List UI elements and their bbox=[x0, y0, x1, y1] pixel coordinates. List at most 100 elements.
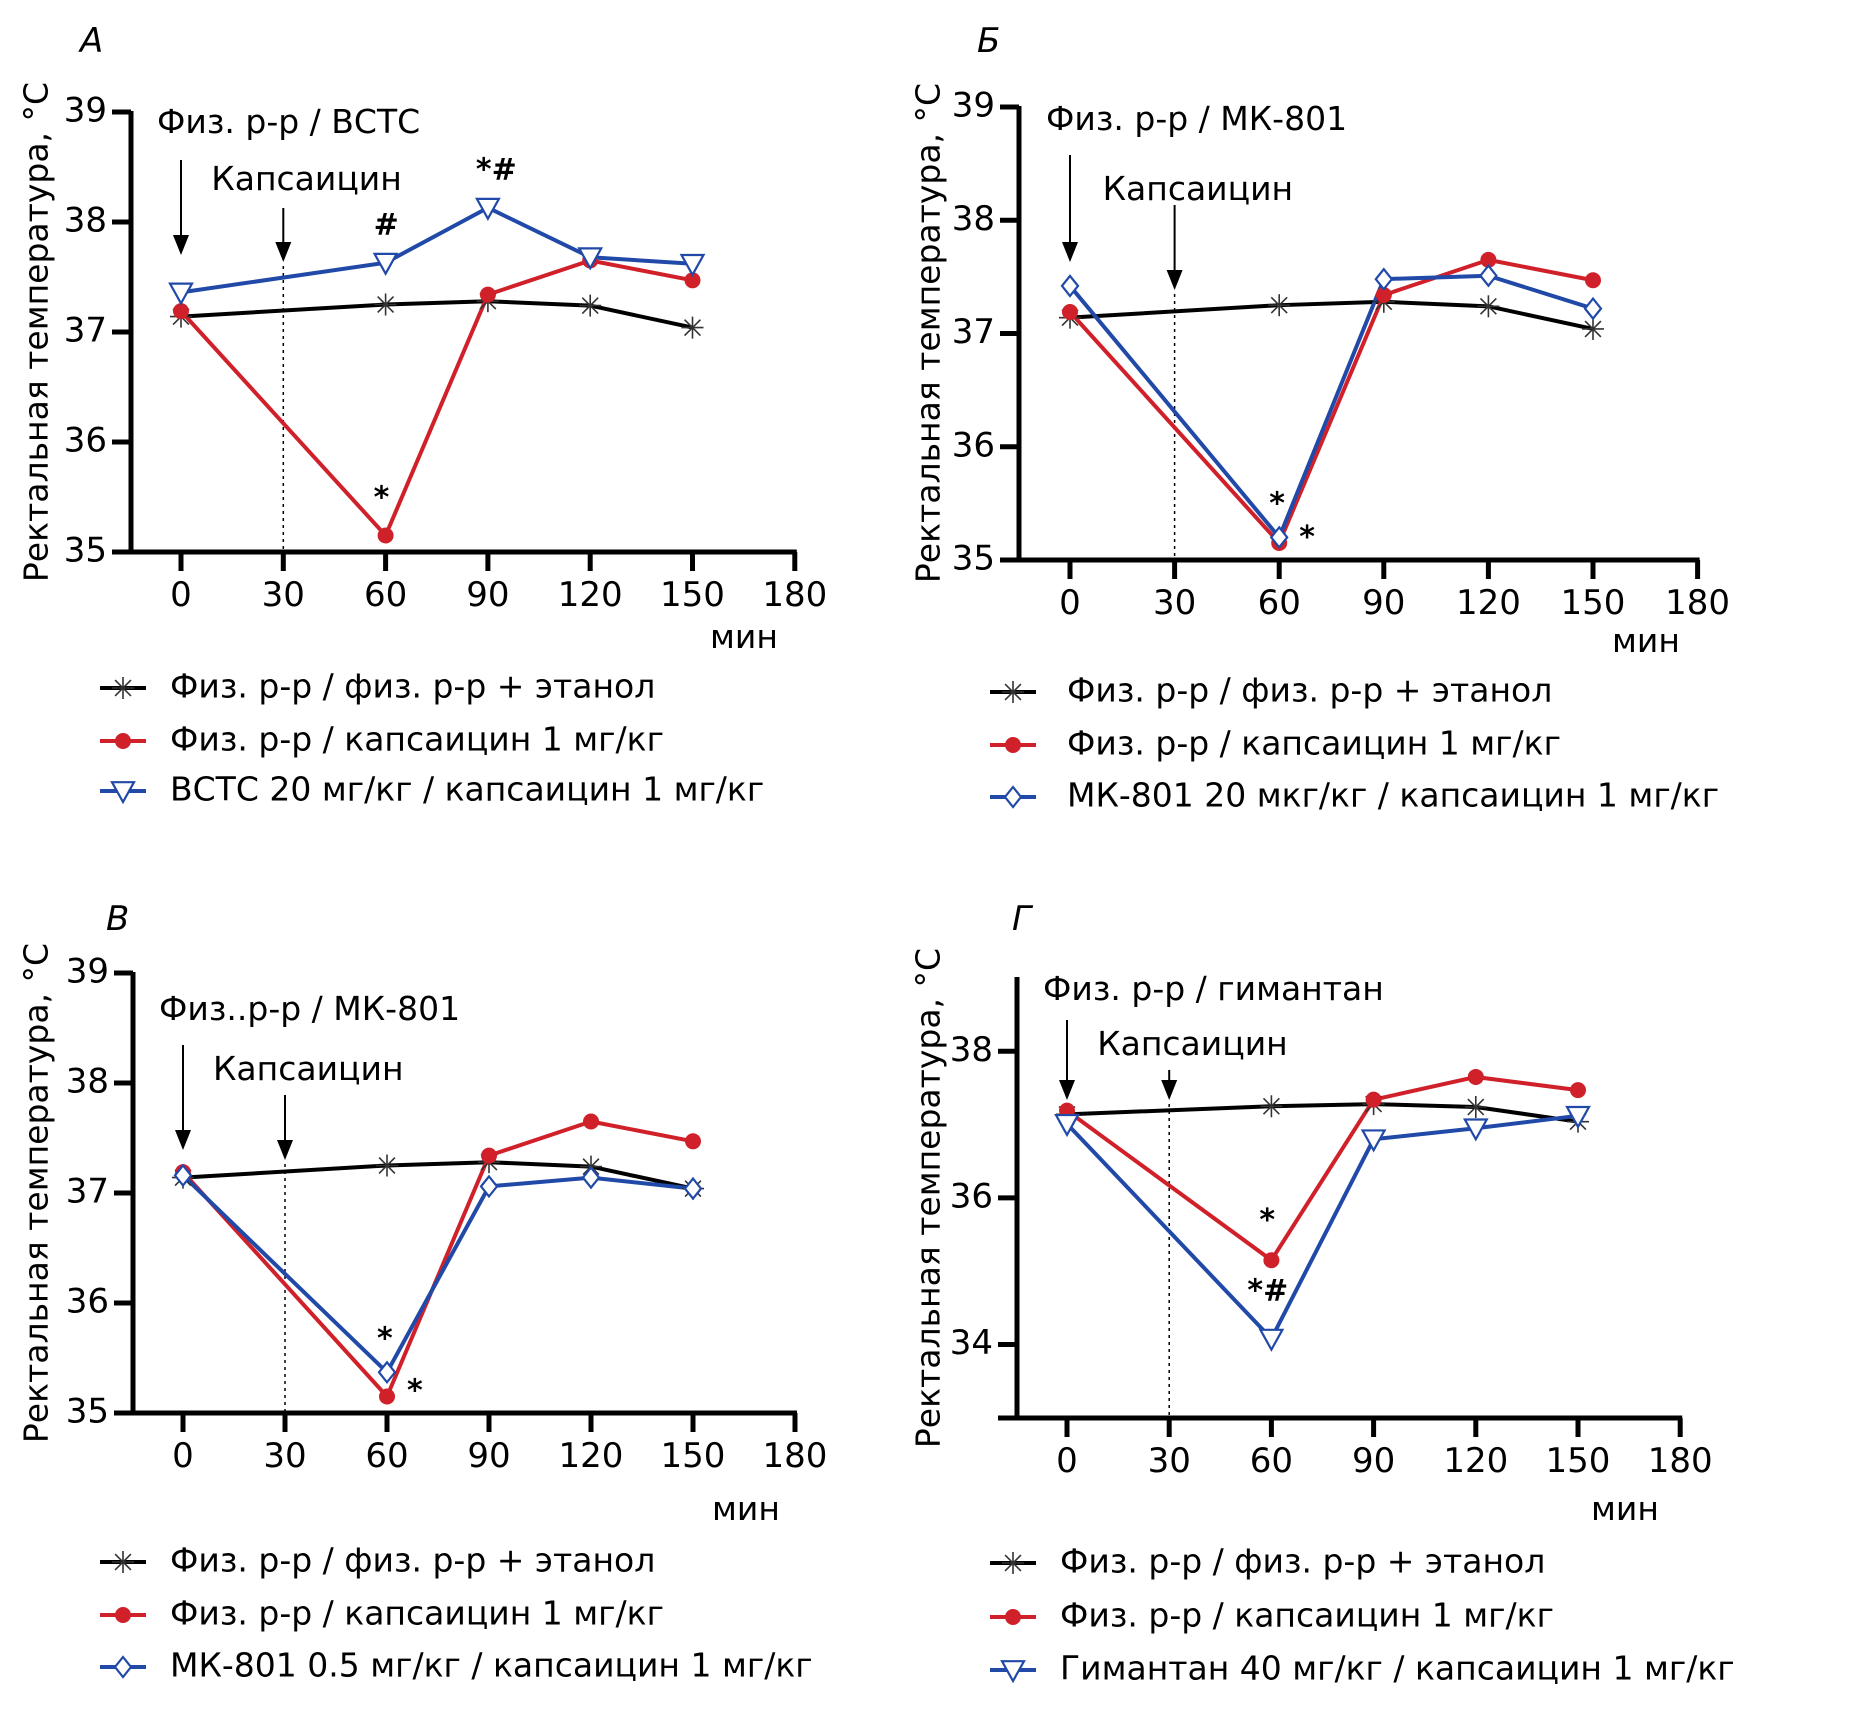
chart-panel-1: А Ректальная температура, °С 35 36 37 38 39 0 30… bbox=[17, 21, 828, 809]
legend-label: Физ. р-р / физ. р-р + этанол bbox=[170, 667, 655, 706]
data-point-treatment bbox=[168, 282, 194, 306]
data-point-capsaicin bbox=[1467, 1068, 1484, 1085]
data-point-control-stroke bbox=[1262, 1097, 1280, 1115]
pretreatment-annotation: Физ. р-р / МК-801 bbox=[1046, 99, 1347, 138]
x-tick-label: 150 bbox=[1546, 1441, 1611, 1481]
legend-marker-capsaicin bbox=[1005, 1609, 1021, 1625]
x-tick-label: 120 bbox=[559, 1436, 624, 1476]
x-tick-label: 180 bbox=[762, 575, 827, 615]
y-axis-label: Ректальная температура, °С bbox=[909, 948, 948, 1448]
legend-item: МК-801 0.5 мг/кг / капсаицин 1 мг/кг bbox=[100, 1646, 813, 1685]
y-tick-label: 38 bbox=[64, 201, 107, 241]
legend-marker-control-stroke bbox=[114, 679, 132, 697]
y-tick-label: 38 bbox=[950, 1030, 993, 1070]
chart-panel-3: В Ректальная температура, °С 35 36 37 38 39 0 30… bbox=[17, 899, 828, 1685]
injection-arrow-head bbox=[277, 1140, 293, 1160]
data-point-treatment bbox=[683, 1176, 703, 1201]
y-axis-label: Ректальная температура, °С bbox=[909, 83, 948, 583]
panel-letter: Г bbox=[1012, 899, 1034, 939]
pretreatment-annotation: Физ. р-р / ВСТС bbox=[157, 102, 420, 141]
data-point-control bbox=[1477, 295, 1500, 318]
data-point-control bbox=[579, 294, 602, 317]
data-point-control-stroke bbox=[684, 319, 701, 337]
y-tick-label: 37 bbox=[952, 312, 995, 352]
data-point-treatment bbox=[1462, 1118, 1489, 1142]
y-axis-label: Ректальная температура, °С bbox=[17, 82, 56, 582]
series-line-treatment bbox=[1068, 273, 1594, 540]
data-point-control-stroke bbox=[1270, 296, 1288, 314]
injection-arrow-head bbox=[1166, 270, 1183, 290]
chart-panel-2: Б Ректальная температура, °С 35 36 37 38 39 0 30… bbox=[909, 21, 1731, 815]
data-point-treatment bbox=[1060, 274, 1080, 298]
x-tick-label: 0 bbox=[172, 1436, 194, 1476]
legend-label: ВСТС 20 мг/кг / капсаицин 1 мг/кг bbox=[170, 770, 764, 809]
data-point-treatment bbox=[679, 253, 706, 278]
injection-annotation: Капсаицин bbox=[213, 1049, 404, 1088]
data-point-treatment bbox=[1583, 296, 1603, 321]
legend-item: МК-801 20 мкг/кг / капсаицин 1 мг/кг bbox=[990, 776, 1719, 815]
legend-item: Физ. р-р / капсаицин 1 мг/кг bbox=[990, 724, 1561, 763]
data-point-control bbox=[1582, 317, 1604, 340]
significance-label: * bbox=[407, 1374, 423, 1409]
legend-marker-control bbox=[1002, 681, 1024, 703]
y-tick-label: 38 bbox=[952, 199, 995, 239]
data-point-treatment bbox=[1360, 1129, 1387, 1153]
x-tick-label: 60 bbox=[1258, 583, 1301, 623]
x-tick-label: 120 bbox=[1456, 583, 1521, 623]
data-point-control bbox=[374, 293, 397, 316]
data-point-capsaicin bbox=[479, 286, 496, 303]
injection-arrow-head bbox=[1161, 1080, 1178, 1100]
y-tick-label: 39 bbox=[66, 952, 109, 992]
y-tick-label: 37 bbox=[66, 1172, 109, 1212]
x-tick-label: 90 bbox=[466, 575, 509, 615]
x-tick-label: 180 bbox=[1665, 583, 1730, 623]
x-tick-label: 120 bbox=[1443, 1441, 1508, 1481]
legend-label: Физ. р-р / капсаицин 1 мг/кг bbox=[170, 720, 664, 759]
injection-arrow bbox=[1166, 205, 1183, 290]
x-tick-label: 180 bbox=[763, 1436, 828, 1476]
x-axis-unit-label: мин bbox=[1591, 1489, 1659, 1528]
legend-item: Физ. р-р / физ. р-р + этанол bbox=[100, 1541, 655, 1580]
legend-label: Физ. р-р / физ. р-р + этанол bbox=[1060, 1542, 1545, 1581]
legend-marker-treatment bbox=[110, 781, 136, 805]
data-point-capsaicin bbox=[1570, 1082, 1586, 1099]
data-point-treatment bbox=[1258, 1328, 1285, 1352]
significance-label: * bbox=[374, 481, 390, 516]
injection-annotation: Капсаицин bbox=[1097, 1024, 1288, 1063]
x-tick-label: 150 bbox=[660, 575, 725, 615]
legend-label: Физ. р-р / капсаицин 1 мг/кг bbox=[170, 1594, 664, 1633]
panel-letter: А bbox=[78, 21, 103, 61]
data-point-control-stroke bbox=[1584, 320, 1602, 338]
legend-marker-control bbox=[1002, 1552, 1024, 1574]
injection-arrow bbox=[1161, 1070, 1178, 1100]
legend-label: МК-801 20 мкг/кг / капсаицин 1 мг/кг bbox=[1067, 776, 1719, 815]
x-tick-label: 60 bbox=[364, 575, 407, 615]
data-point-capsaicin bbox=[1062, 303, 1078, 320]
data-point-treatment bbox=[581, 1165, 601, 1190]
pretreatment-arrow bbox=[175, 1045, 191, 1150]
series-line-control bbox=[182, 1160, 694, 1191]
x-tick-label: 30 bbox=[263, 1436, 306, 1476]
legend-marker-capsaicin bbox=[115, 1607, 131, 1623]
data-point-capsaicin bbox=[1375, 286, 1392, 303]
injection-arrow bbox=[277, 1095, 293, 1160]
panel-letter: Б bbox=[977, 21, 1000, 61]
legend-marker-capsaicin bbox=[1005, 737, 1021, 753]
data-point-capsaicin bbox=[173, 303, 189, 320]
injection-arrow bbox=[275, 208, 292, 262]
legend-item: ВСТС 20 мг/кг / капсаицин 1 мг/кг bbox=[100, 770, 764, 809]
data-point-treatment bbox=[372, 252, 399, 276]
data-point-treatment bbox=[1478, 263, 1498, 288]
y-tick-label: 36 bbox=[66, 1282, 109, 1322]
data-point-capsaicin bbox=[1480, 251, 1497, 268]
legend-item: Физ. р-р / капсаицин 1 мг/кг bbox=[100, 1594, 664, 1633]
panel-letter: В bbox=[106, 899, 129, 939]
legend-label: Физ. р-р / капсаицин 1 мг/кг bbox=[1067, 724, 1561, 763]
legend-item: Гимантан 40 мг/кг / капсаицин 1 мг/кг bbox=[990, 1649, 1735, 1688]
data-point-capsaicin bbox=[685, 1133, 701, 1150]
x-tick-label: 30 bbox=[1148, 1441, 1191, 1481]
x-tick-label: 180 bbox=[1648, 1441, 1713, 1481]
series-line-control bbox=[180, 299, 693, 330]
significance-label: * bbox=[1269, 486, 1285, 521]
